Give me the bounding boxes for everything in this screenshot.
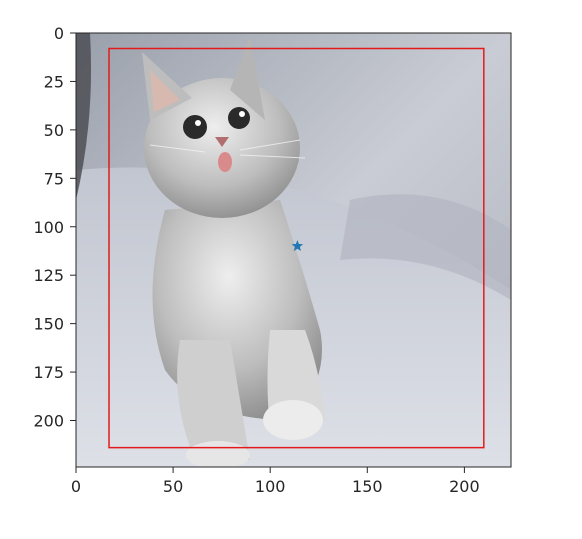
y-tick-label: 150: [33, 315, 64, 334]
x-tick-label: 100: [255, 477, 286, 496]
x-tick-label: 150: [352, 477, 383, 496]
axes-frame: [75, 32, 512, 468]
y-tick-label: 50: [44, 121, 64, 140]
overlay-marks: [108, 47, 485, 449]
x-tick-label: 50: [163, 477, 183, 496]
bounding-box: [108, 47, 485, 449]
y-tick-label: 25: [44, 72, 64, 91]
x-axis: 0 50 100 150 200: [71, 467, 480, 496]
y-tick-label: 175: [33, 363, 64, 382]
y-tick-label: 200: [33, 412, 64, 431]
kitten-image: [76, 33, 511, 467]
x-tick-label: 200: [449, 477, 480, 496]
star-marker: [291, 240, 304, 251]
y-tick-label: 0: [54, 24, 64, 43]
y-tick-label: 75: [44, 169, 64, 188]
y-tick-label: 125: [33, 266, 64, 285]
y-tick-label: 100: [33, 218, 64, 237]
x-tick-label: 0: [71, 477, 81, 496]
y-axis: 0 25 50 75 100 125 150 175 200: [33, 24, 76, 431]
